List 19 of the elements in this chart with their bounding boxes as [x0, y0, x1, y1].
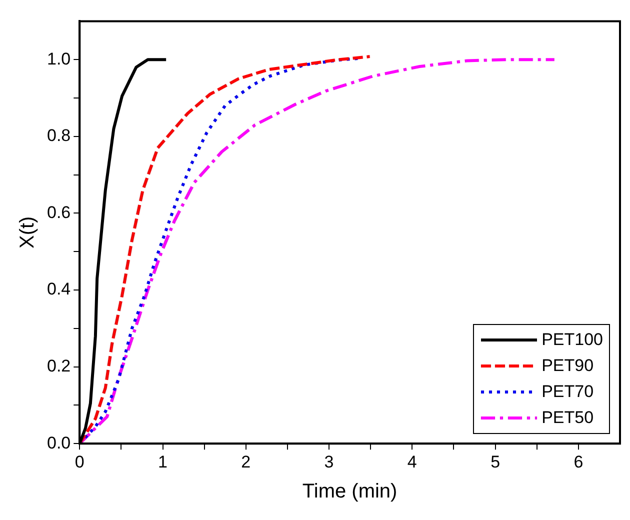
- x-axis-title: Time (min): [302, 480, 398, 503]
- x-tick-label: 5: [490, 452, 500, 472]
- x-tick-label: 3: [324, 452, 334, 472]
- x-tick-label: 6: [574, 452, 584, 472]
- y-tick-label: 0.0: [46, 433, 71, 452]
- y-tick-label: 0.6: [46, 202, 71, 222]
- y-tick-label: 0.8: [46, 126, 71, 146]
- legend-label: PET90: [542, 354, 594, 377]
- y-tick-label: 1.0: [46, 49, 71, 68]
- x-tick-label: 0: [74, 452, 84, 472]
- y-tick-label: 0.2: [46, 356, 71, 376]
- legend-label: PET50: [542, 406, 594, 429]
- x-tick-label: 1: [158, 452, 168, 472]
- legend-label: PET70: [542, 380, 594, 403]
- x-tick-label: 4: [407, 452, 417, 472]
- y-tick-label: 0.4: [46, 280, 71, 299]
- y-axis-title: X(t): [16, 216, 39, 249]
- x-tick-label: 2: [241, 452, 251, 472]
- legend-label: PET100: [542, 328, 603, 351]
